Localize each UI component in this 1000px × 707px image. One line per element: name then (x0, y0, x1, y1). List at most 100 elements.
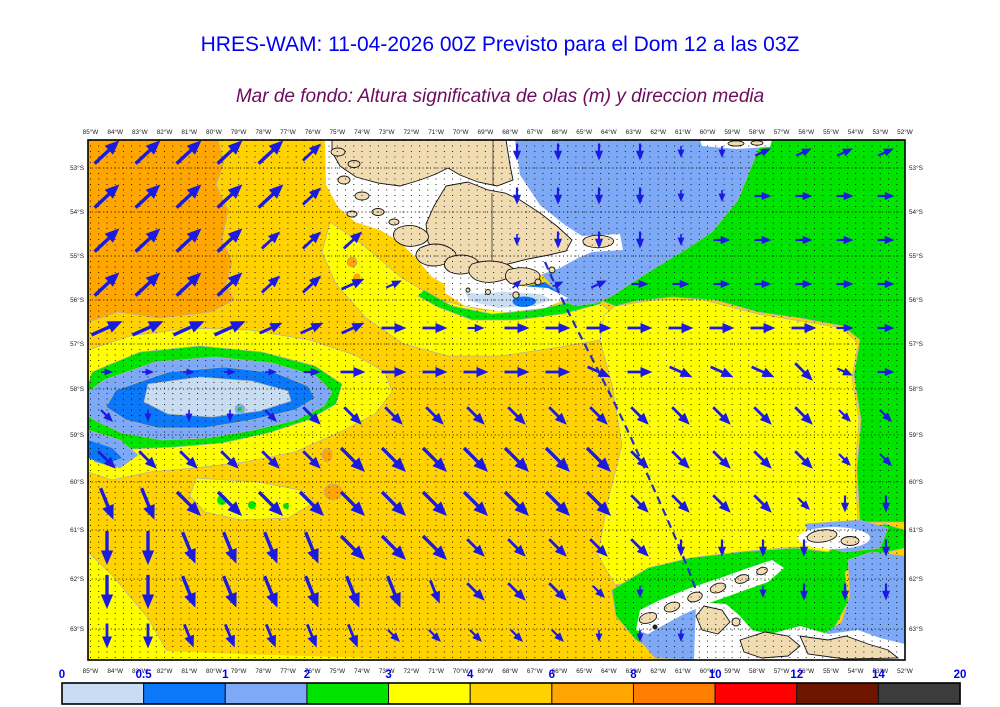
wave-arrow (342, 231, 363, 250)
wave-arrow (504, 367, 530, 377)
wave-arrow (385, 280, 402, 289)
wave-arrow (759, 586, 767, 598)
wave-arrow (553, 231, 563, 249)
wave-arrow (216, 140, 243, 165)
lat-label-right: 63°S (909, 625, 923, 633)
colorbar-tick-label: 20 (954, 669, 967, 681)
wave-arrow (794, 450, 813, 469)
colorbar-segment (388, 682, 471, 705)
wave-arrow (881, 495, 891, 513)
wave-arrow (676, 539, 686, 557)
wave-arrow (712, 406, 731, 425)
orange-speck-b (353, 273, 361, 281)
lon-label-top: 59°W (724, 128, 741, 136)
lon-label-top: 61°W (675, 128, 692, 136)
colorbar-segment (714, 682, 798, 705)
lon-label-bottom: 83°W (132, 667, 149, 675)
wave-arrow (595, 630, 603, 642)
wave-arrow (185, 410, 193, 422)
wave-arrow (380, 446, 406, 472)
wave-arrow (838, 409, 851, 422)
wave-arrow (877, 148, 894, 157)
wave-arrow (257, 140, 284, 165)
wave-arrow (718, 190, 726, 202)
lon-label-top: 79°W (231, 128, 248, 136)
land-archipelago-1 (393, 225, 429, 247)
colorbar-tick-label: 6 (549, 669, 555, 681)
wave-arrow (220, 450, 239, 469)
wave-arrow (677, 234, 685, 246)
wave-arrow (421, 490, 447, 516)
wave-arrow (758, 539, 768, 557)
wave-arrow (552, 281, 564, 289)
wave-arrow (301, 275, 322, 294)
wave-arrow (797, 497, 810, 510)
wave-arrow (836, 191, 854, 201)
wave-arrow (265, 368, 277, 376)
wave-arrow (300, 322, 324, 335)
wave-arrow (503, 446, 529, 472)
lon-label-bottom: 53°W (872, 667, 889, 675)
wave-arrow (590, 280, 607, 289)
wave-arrow (213, 321, 246, 337)
colorbar-segment (877, 682, 961, 705)
lon-label-bottom: 64°W (601, 667, 618, 675)
wave-arrow (677, 146, 685, 158)
wave-arrow (339, 446, 365, 472)
wave-arrow (794, 362, 813, 381)
wave-arrow (545, 323, 571, 333)
wave-arrow (301, 231, 322, 250)
wave-arrow (631, 279, 649, 289)
wave-arrow (877, 279, 895, 289)
wave-arrow (467, 323, 485, 333)
orange-speck-d (323, 483, 343, 501)
wave-arrow (836, 148, 853, 157)
lon-label-top: 64°W (601, 128, 618, 136)
lon-label-top: 67°W (527, 128, 544, 136)
lat-label-left: 54°S (70, 208, 84, 216)
lat-label-right: 56°S (909, 296, 923, 304)
wave-arrow (304, 575, 319, 608)
wave-arrow (713, 235, 731, 245)
region-6-8m-northwest (87, 139, 235, 323)
wave-arrow (263, 531, 278, 564)
lon-label-bottom: 80°W (206, 667, 223, 675)
land-islet-c (534, 278, 542, 286)
wave-arrow (754, 148, 771, 157)
wave-arrow (101, 368, 113, 376)
lat-label-left: 57°S (70, 340, 84, 348)
wave-arrow (503, 490, 529, 516)
lon-label-top: 72°W (404, 128, 421, 136)
wave-arrow (261, 450, 280, 469)
wave-arrow (93, 228, 120, 253)
wave-arrow (134, 140, 161, 165)
region-calm-tail-blue (88, 440, 122, 464)
wave-arrow (630, 494, 649, 513)
lat-label-right: 62°S (909, 575, 923, 583)
wave-arrow (143, 623, 153, 649)
colorbar-segment (469, 682, 553, 705)
wave-arrow (466, 538, 485, 557)
land-shetland-1 (638, 612, 658, 624)
map-frame (87, 139, 906, 661)
lon-label-bottom: 69°W (478, 667, 495, 675)
wave-arrow (260, 231, 281, 250)
wave-arrow (224, 368, 236, 376)
lat-label-right: 54°S (909, 208, 923, 216)
wave-arrow (100, 531, 114, 565)
wave-arrow (669, 365, 693, 378)
lon-label-top: 74°W (354, 128, 371, 136)
wave-arrow (510, 629, 523, 642)
wave-arrow (345, 575, 360, 608)
land-peninsula-2 (739, 631, 801, 659)
lon-label-top: 52°W (897, 128, 914, 136)
lon-label-bottom: 68°W (502, 667, 519, 675)
wave-arrow (381, 367, 407, 377)
wave-arrow (175, 228, 202, 253)
wave-arrow (589, 406, 608, 425)
lat-label-right: 59°S (909, 431, 923, 439)
lon-label-bottom: 73°W (379, 667, 396, 675)
wave-arrow (718, 146, 726, 158)
wave-arrow (512, 143, 522, 161)
